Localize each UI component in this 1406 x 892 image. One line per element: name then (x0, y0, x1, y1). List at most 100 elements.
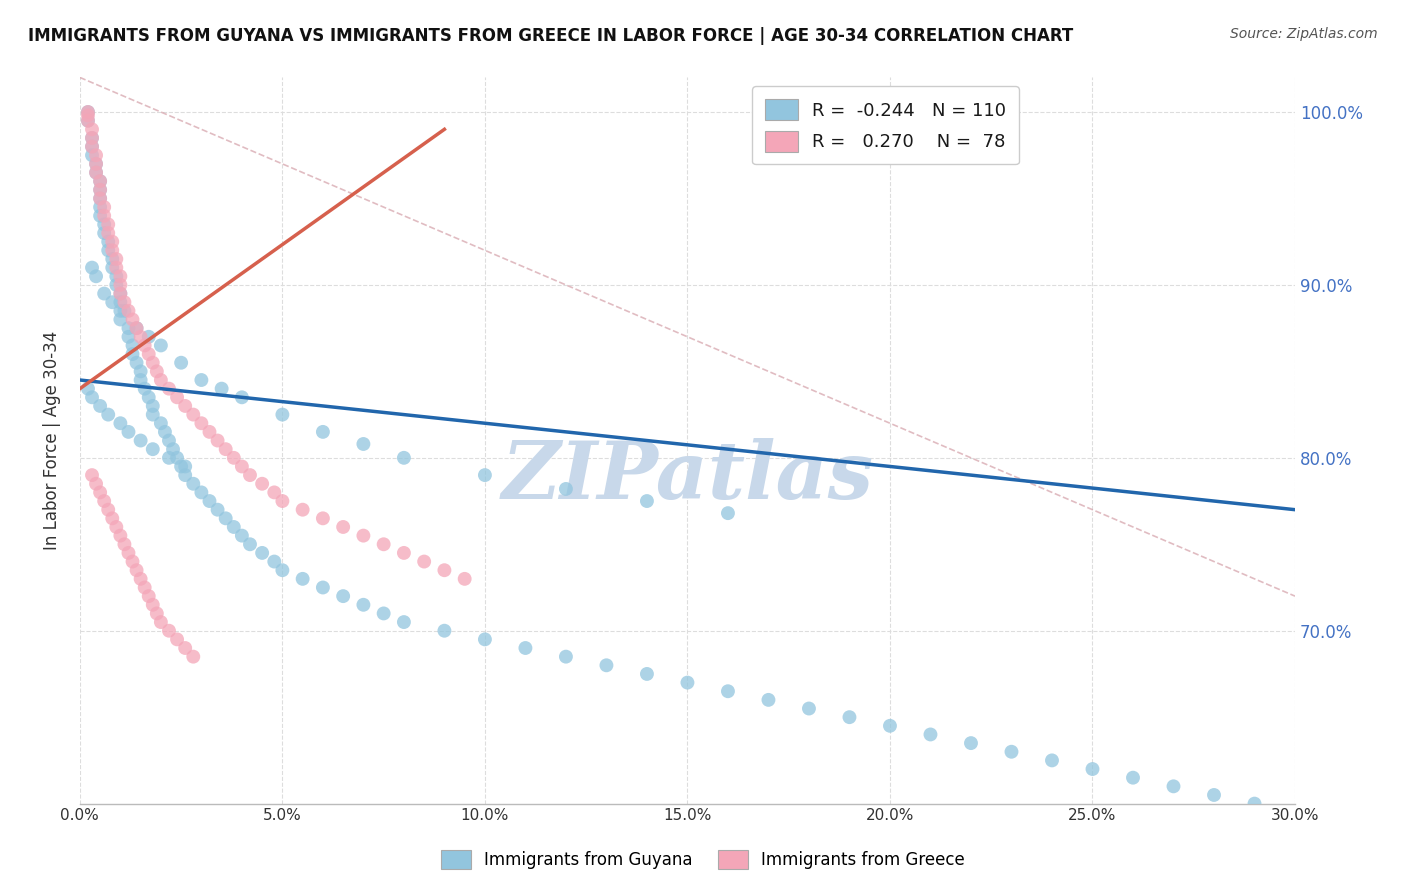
Point (149, 373, 172, 387)
Text: IMMIGRANTS FROM GUYANA VS IMMIGRANTS FROM GREECE IN LABOR FORCE | AGE 30-34 CORR: IMMIGRANTS FROM GUYANA VS IMMIGRANTS FRO… (28, 27, 1073, 45)
Point (453, 572, 475, 586)
Point (110, 295, 132, 310)
Point (198, 494, 221, 508)
Point (110, 269, 132, 284)
Point (89, 174, 111, 188)
Point (77, 105, 100, 120)
Point (231, 528, 253, 542)
Point (146, 607, 169, 621)
Point (717, 684, 740, 698)
Point (80, 148, 103, 162)
Point (170, 459, 193, 474)
Point (117, 546, 139, 560)
Point (84, 157, 107, 171)
Point (101, 235, 124, 249)
Point (125, 321, 148, 335)
Point (125, 321, 148, 335)
Point (392, 450, 415, 465)
Point (174, 468, 197, 483)
Point (636, 667, 658, 681)
Point (93, 494, 115, 508)
Point (84, 269, 107, 284)
Point (80, 260, 103, 275)
Point (97, 408, 120, 422)
Point (291, 572, 314, 586)
Point (121, 338, 143, 352)
Point (80, 139, 103, 153)
Point (352, 528, 374, 542)
Point (134, 382, 156, 396)
Point (222, 450, 245, 465)
Point (89, 183, 111, 197)
Point (263, 485, 285, 500)
Point (129, 572, 152, 586)
Point (312, 581, 335, 595)
Point (134, 581, 156, 595)
Point (121, 312, 143, 326)
Point (1122, 771, 1144, 785)
Point (134, 338, 156, 352)
Point (110, 286, 132, 301)
Point (110, 303, 132, 318)
Legend: Immigrants from Guyana, Immigrants from Greece: Immigrants from Guyana, Immigrants from … (432, 840, 974, 880)
Point (121, 555, 143, 569)
Point (920, 727, 942, 741)
Point (77, 113, 100, 128)
Point (271, 494, 294, 508)
Point (413, 555, 436, 569)
Point (93, 200, 115, 214)
Point (101, 244, 124, 258)
Point (373, 607, 395, 621)
Point (89, 200, 111, 214)
Point (138, 347, 160, 361)
Point (77, 108, 100, 122)
Point (392, 546, 415, 560)
Point (166, 390, 188, 404)
Point (77, 113, 100, 128)
Point (105, 269, 128, 284)
Point (1163, 780, 1185, 794)
Point (112, 537, 135, 551)
Point (129, 330, 152, 344)
Point (129, 434, 152, 448)
Point (84, 148, 107, 162)
Point (157, 450, 180, 465)
Point (80, 122, 103, 136)
Point (125, 356, 148, 370)
Point (215, 442, 238, 457)
Point (515, 640, 537, 655)
Point (89, 209, 111, 223)
Point (373, 537, 395, 551)
Point (239, 468, 262, 483)
Point (110, 528, 132, 542)
Point (84, 165, 107, 179)
Point (89, 399, 111, 413)
Point (1040, 753, 1063, 767)
Point (190, 416, 212, 430)
Point (84, 476, 107, 491)
Point (1000, 745, 1022, 759)
Point (174, 640, 197, 655)
Point (332, 520, 354, 534)
Point (101, 260, 124, 275)
Point (80, 390, 103, 404)
Point (263, 555, 285, 569)
Point (142, 408, 165, 422)
Point (117, 303, 139, 318)
Point (797, 701, 820, 715)
Point (117, 425, 139, 439)
Point (142, 598, 165, 612)
Point (117, 321, 139, 335)
Point (80, 139, 103, 153)
Point (291, 502, 314, 516)
Point (174, 399, 197, 413)
Point (89, 174, 111, 188)
Point (138, 589, 160, 603)
Point (392, 615, 415, 629)
Point (105, 277, 128, 292)
Point (157, 624, 180, 638)
Point (138, 390, 160, 404)
Point (352, 598, 374, 612)
Point (101, 295, 124, 310)
Point (77, 382, 100, 396)
